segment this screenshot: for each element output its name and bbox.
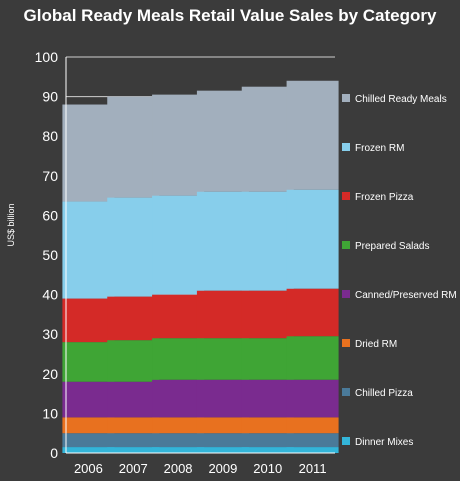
legend-label-prepared-salads: Prepared Salads — [355, 241, 430, 252]
bar-segment-frozen-rm — [152, 195, 205, 295]
bar-segment-dried-rm — [196, 417, 249, 434]
x-tick-label: 2008 — [164, 461, 193, 476]
legend-label-frozen-pizza: Frozen Pizza — [355, 192, 414, 203]
bar-layer — [62, 80, 339, 453]
y-tick-label: 90 — [42, 89, 58, 105]
legend-label-canned-preserved-rm: Canned/Preserved RM — [355, 290, 457, 301]
bar-segment-chilled-ready-meals — [286, 80, 339, 190]
bar-segment-canned-preserved-rm — [107, 381, 160, 418]
x-tick-label: 2010 — [253, 461, 282, 476]
y-tick-label: 0 — [50, 445, 58, 461]
x-tick-label: 2006 — [74, 461, 103, 476]
chart-title: Global Ready Meals Retail Value Sales by… — [23, 6, 437, 25]
legend-swatch-prepared-salads — [342, 241, 350, 249]
x-tick-label: 2007 — [119, 461, 148, 476]
y-tick-label: 10 — [42, 405, 58, 421]
bar-segment-chilled-pizza — [241, 433, 294, 448]
y-tick-label: 20 — [42, 366, 58, 382]
bar-segment-dinner-mixes — [107, 447, 160, 453]
legend-label-frozen-rm: Frozen RM — [355, 143, 404, 154]
bar-segment-dried-rm — [241, 417, 294, 434]
legend-label-chilled-pizza: Chilled Pizza — [355, 388, 413, 399]
bar-segment-frozen-rm — [62, 201, 115, 299]
bar-segment-frozen-pizza — [286, 288, 339, 337]
bar-segment-dried-rm — [286, 417, 339, 434]
bar-segment-dinner-mixes — [152, 447, 205, 453]
bar-segment-frozen-pizza — [241, 290, 294, 339]
legend-swatch-frozen-pizza — [342, 192, 350, 200]
bar-segment-chilled-ready-meals — [152, 94, 205, 196]
bar-segment-chilled-pizza — [286, 433, 339, 448]
bar-segment-canned-preserved-rm — [62, 381, 115, 418]
y-tick-label: 40 — [42, 287, 58, 303]
bar-segment-chilled-pizza — [62, 433, 115, 448]
y-tick-label: 70 — [42, 168, 58, 184]
y-tick-label: 60 — [42, 207, 58, 223]
legend-label-chilled-ready-meals: Chilled Ready Meals — [355, 94, 447, 105]
bar-segment-prepared-salads — [286, 336, 339, 380]
bar-segment-frozen-pizza — [62, 298, 115, 343]
bar-segment-chilled-ready-meals — [241, 86, 294, 192]
bar-segment-dried-rm — [107, 417, 160, 434]
bar-segment-canned-preserved-rm — [241, 379, 294, 418]
bar-segment-dinner-mixes — [62, 447, 115, 453]
bar-segment-frozen-rm — [286, 189, 339, 289]
legend-swatch-chilled-ready-meals — [342, 94, 350, 102]
legend: Chilled Ready Meals Frozen RM Frozen Pizza… — [342, 94, 457, 448]
bar-segment-frozen-pizza — [107, 296, 160, 341]
bar-segment-canned-preserved-rm — [286, 379, 339, 418]
bar-segment-prepared-salads — [241, 338, 294, 380]
bar-segment-chilled-pizza — [152, 433, 205, 448]
x-tick-label: 2011 — [299, 461, 327, 476]
bar-segment-chilled-pizza — [107, 433, 160, 448]
bar-segment-canned-preserved-rm — [152, 379, 205, 418]
bar-segment-dried-rm — [62, 417, 115, 434]
legend-label-dinner-mixes: Dinner Mixes — [355, 437, 413, 448]
bar-segment-chilled-ready-meals — [196, 90, 249, 192]
legend-swatch-canned-preserved-rm — [342, 290, 350, 298]
bar-segment-prepared-salads — [196, 338, 249, 380]
legend-swatch-dried-rm — [342, 339, 350, 347]
axis-layer: 0 10 20 30 40 50 60 70 80 90 100 2006 2007 2008 2009 20… — [35, 49, 335, 476]
legend-label-dried-rm: Dried RM — [355, 339, 397, 350]
bar-segment-dinner-mixes — [286, 447, 339, 453]
bar-segment-canned-preserved-rm — [196, 379, 249, 418]
bar-segment-frozen-rm — [241, 191, 294, 291]
bar-segment-dinner-mixes — [196, 447, 249, 453]
x-tick-label: 2009 — [208, 461, 237, 476]
bar-segment-frozen-rm — [107, 197, 160, 297]
y-tick-label: 100 — [35, 49, 59, 65]
bar-segment-prepared-salads — [62, 342, 115, 382]
y-tick-label: 30 — [42, 326, 58, 342]
bar-segment-frozen-pizza — [196, 290, 249, 339]
bar-segment-dinner-mixes — [241, 447, 294, 453]
y-tick-label: 50 — [42, 247, 58, 263]
legend-swatch-chilled-pizza — [342, 388, 350, 396]
bar-segment-dried-rm — [152, 417, 205, 434]
legend-swatch-dinner-mixes — [342, 437, 350, 445]
bar-segment-frozen-rm — [196, 191, 249, 291]
legend-swatch-frozen-rm — [342, 143, 350, 151]
bar-segment-chilled-pizza — [196, 433, 249, 448]
bar-segment-prepared-salads — [107, 340, 160, 382]
y-tick-label: 80 — [42, 128, 58, 144]
bar-segment-chilled-ready-meals — [62, 104, 115, 202]
bar-segment-frozen-pizza — [152, 294, 205, 339]
bar-segment-chilled-ready-meals — [107, 96, 160, 198]
y-axis-label: US$ billion — [6, 203, 16, 246]
bar-segment-prepared-salads — [152, 338, 205, 380]
